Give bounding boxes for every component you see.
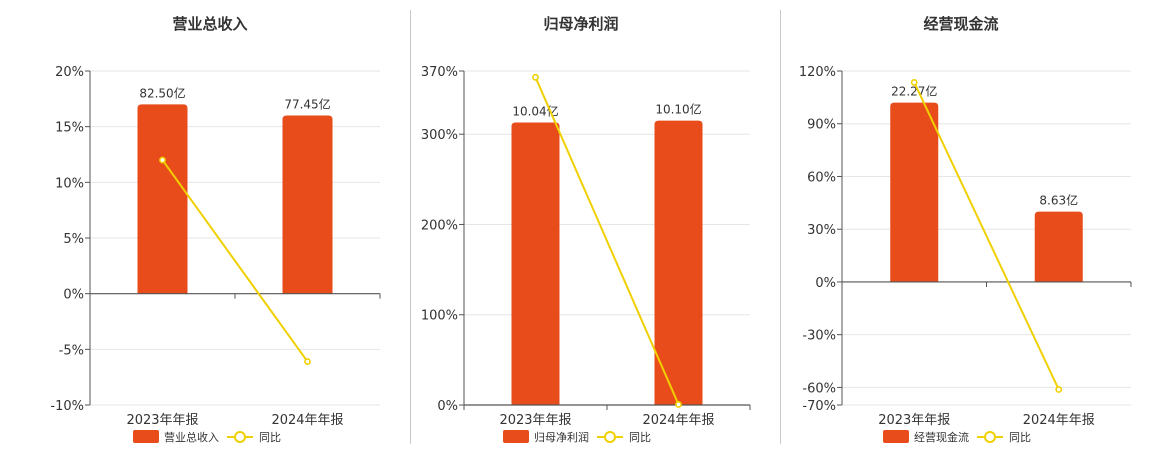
yoy-line <box>913 82 1060 390</box>
y-tick-label: 5% <box>63 232 84 247</box>
y-tick-label: 0% <box>815 276 836 291</box>
y-tick-label: 120% <box>799 65 836 80</box>
legend-bar-swatch <box>503 430 529 443</box>
y-tick-label: 90% <box>807 118 836 133</box>
legend-bar-swatch <box>883 430 909 443</box>
bar-data-label: 22.27亿 <box>891 84 937 99</box>
yoy-point <box>1055 386 1063 393</box>
revenue-chart: 营业总收入 20% 15% 10% 5% 0% -5% -10% 82.50亿 77.45亿 202… <box>50 15 381 444</box>
y-tick-label: 100% <box>421 309 458 324</box>
y-tick-label: 0% <box>63 288 84 303</box>
bar <box>890 102 939 282</box>
panel-divider <box>410 10 411 444</box>
yoy-line <box>534 76 680 405</box>
x-tick-label: 2024年年报 <box>1023 413 1095 428</box>
y-tick-label: 30% <box>807 223 836 238</box>
y-tick-label: -10% <box>50 399 84 414</box>
x-tick-label: 2023年年报 <box>878 413 950 428</box>
legend-bar-swatch <box>133 430 159 443</box>
yoy-point <box>532 73 539 81</box>
y-tick-label: 0% <box>437 399 458 414</box>
y-tick-label: -60% <box>802 381 836 396</box>
net-profit-chart: 归母净利润 370% 300% 200% 100% 0% 10.04亿 10.10亿 2023年… <box>421 15 751 444</box>
x-tick-label: 2024年年报 <box>642 413 714 428</box>
bar <box>511 122 560 406</box>
y-tick-label: 370% <box>421 65 458 80</box>
x-tick-label: 2023年年报 <box>499 413 571 428</box>
y-tick-label: 10% <box>55 176 84 191</box>
bar-data-label: 10.04亿 <box>512 103 558 118</box>
y-tick-label: -70% <box>802 399 836 414</box>
yoy-point <box>910 79 918 86</box>
chart-panel-cash-flow: 经营现金流 120% 90% 60% 30% 0% -30% -60% -70% 22.27亿 8.… <box>781 0 1160 450</box>
chart-panel-revenue: 营业总收入 20% 15% 10% 5% 0% -5% -10% 82.50亿 77.45亿 202… <box>0 0 410 450</box>
chart-title: 经营现金流 <box>923 15 998 33</box>
legend-line-label: 同比 <box>629 431 651 444</box>
x-tick-label: 2023年年报 <box>126 413 198 428</box>
y-tick-label: -5% <box>59 343 84 358</box>
cash-flow-chart: 经营现金流 120% 90% 60% 30% 0% -30% -60% -70% 22.27亿 8.… <box>799 15 1132 444</box>
y-tick-label: 60% <box>807 170 836 185</box>
bar <box>282 115 333 294</box>
legend-line-label: 同比 <box>1009 431 1031 444</box>
legend-bar-label: 归母净利润 <box>534 430 589 444</box>
legend-line-marker <box>604 431 616 443</box>
chart-title: 营业总收入 <box>172 15 247 33</box>
y-tick-label: 300% <box>421 128 458 143</box>
yoy-line <box>161 159 309 363</box>
legend-line-marker <box>234 431 246 443</box>
yoy-point <box>675 401 682 408</box>
bar <box>1034 211 1083 282</box>
bar <box>654 120 703 405</box>
legend-bar-label: 经营现金流 <box>914 430 969 444</box>
chart-title: 归母净利润 <box>543 15 618 33</box>
x-tick-label: 2024年年报 <box>271 413 343 428</box>
legend-bar-label: 营业总收入 <box>164 430 219 444</box>
bar <box>137 104 188 294</box>
panel-divider <box>780 10 781 444</box>
bar-data-label: 8.63亿 <box>1039 193 1078 208</box>
y-tick-label: 200% <box>421 218 458 233</box>
chart-panel-net-profit: 归母净利润 370% 300% 200% 100% 0% 10.04亿 10.10亿 2023年… <box>411 0 780 450</box>
legend-line-marker <box>984 431 996 443</box>
y-tick-label: 20% <box>55 65 84 80</box>
yoy-point <box>159 156 166 164</box>
yoy-point <box>304 358 311 365</box>
y-tick-label: 15% <box>55 121 84 136</box>
legend-line-label: 同比 <box>259 431 281 444</box>
y-tick-label: -30% <box>802 329 836 344</box>
bar-data-label: 10.10亿 <box>655 102 701 117</box>
bar-data-label: 82.50亿 <box>139 85 185 100</box>
bar-data-label: 77.45亿 <box>284 97 330 112</box>
